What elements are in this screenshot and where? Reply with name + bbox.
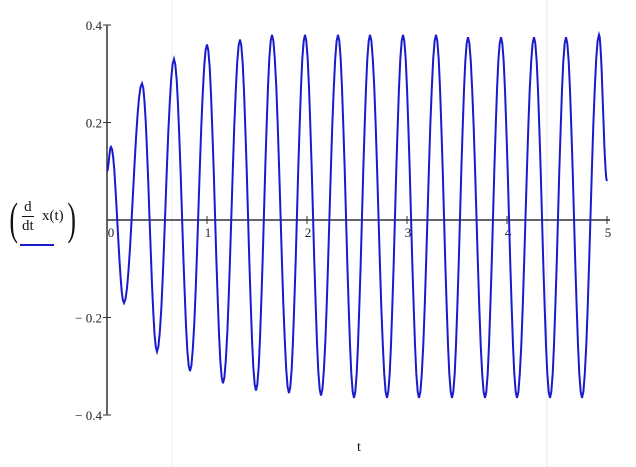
y-tick-label: − 0.4: [75, 408, 102, 423]
derivative-denominator: dt: [22, 218, 34, 234]
y-axis-label: ( d dt x(t) ): [8, 193, 78, 256]
left-paren: (: [9, 193, 18, 244]
y-tick-label: 0.2: [86, 116, 102, 131]
x-tick-label: 1: [205, 225, 212, 240]
legend-line-swatch: [20, 244, 54, 246]
derivative-fraction: d dt: [22, 198, 34, 235]
x-axis-label: t: [357, 440, 361, 455]
x-tick-label: 4: [505, 225, 512, 240]
x-tick-label: 3: [405, 225, 412, 240]
x-tick-label: 5: [605, 225, 612, 240]
y-tick-label: 0.4: [86, 18, 103, 33]
derivative-numerator: d: [22, 198, 34, 217]
y-tick-label: − 0.2: [75, 311, 102, 326]
series-line: [106, 30, 608, 399]
right-paren: ): [67, 193, 76, 244]
function-label: x(t): [42, 208, 64, 224]
x-tick-label: 2: [305, 225, 312, 240]
x-tick-label: 0: [108, 225, 115, 240]
